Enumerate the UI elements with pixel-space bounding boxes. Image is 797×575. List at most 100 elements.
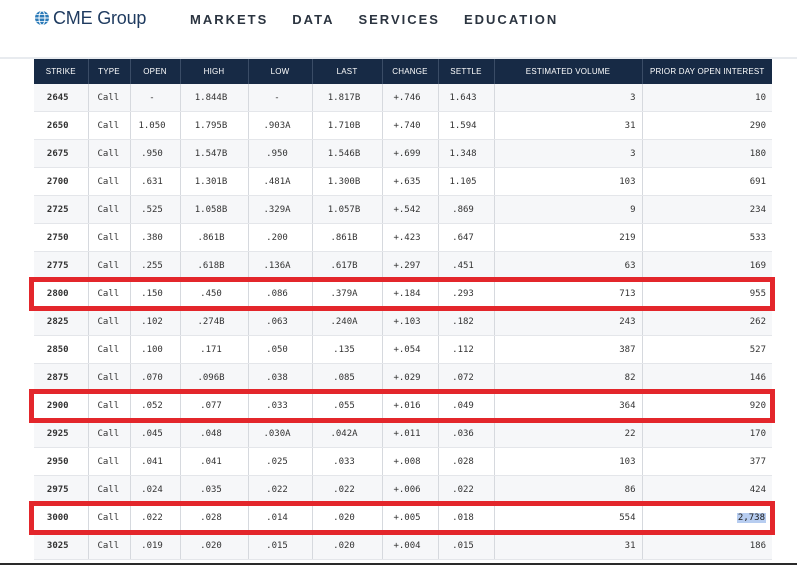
strike-cell: 2750 [34, 223, 88, 252]
open-interest-cell: 262 [641, 307, 772, 336]
change-cell: +.011 [381, 419, 438, 448]
volume-cell: 219 [493, 223, 642, 252]
col-settle[interactable]: SETTLE [437, 59, 494, 84]
col-estimated-volume[interactable]: ESTIMATED VOLUME [493, 59, 642, 84]
volume-cell: 22 [493, 419, 642, 448]
last-cell: .085 [311, 363, 382, 392]
strike-cell: 2700 [34, 167, 88, 196]
change-cell: +.740 [381, 111, 438, 140]
open-cell: .255 [129, 251, 180, 280]
open-interest-cell: 290 [641, 111, 772, 140]
last-cell: .042A [311, 419, 382, 448]
last-cell: .022 [311, 475, 382, 504]
strike-cell: 2825 [34, 307, 88, 336]
col-change[interactable]: CHANGE [381, 59, 438, 84]
open-cell: .024 [129, 475, 180, 504]
strike-cell: 2775 [34, 251, 88, 280]
col-last[interactable]: LAST [311, 59, 382, 84]
volume-cell: 103 [493, 447, 642, 476]
change-cell: +.016 [381, 391, 438, 420]
high-cell: .077 [179, 391, 248, 420]
strike-cell: 2675 [34, 139, 88, 168]
low-cell: - [247, 84, 312, 112]
table-row: 2900 Call .052.077.033.055 +.016.049 364 920 [34, 391, 772, 420]
settle-cell: .015 [437, 531, 494, 560]
last-cell: 1.710B [311, 111, 382, 140]
open-cell: .022 [129, 503, 180, 532]
last-cell: .033 [311, 447, 382, 476]
volume-cell: 364 [493, 391, 642, 420]
type-cell: Call [87, 391, 130, 420]
settle-cell: .647 [437, 223, 494, 252]
col-open[interactable]: OPEN [129, 59, 180, 84]
high-cell: 1.058B [179, 195, 248, 224]
last-cell: 1.057B [311, 195, 382, 224]
settle-cell: .451 [437, 251, 494, 280]
low-cell: .136A [247, 251, 312, 280]
nav-markets[interactable]: MARKETS [190, 12, 269, 27]
open-interest-cell: 170 [641, 419, 772, 448]
settle-cell: .036 [437, 419, 494, 448]
open-interest-cell: 424 [641, 475, 772, 504]
selected-text[interactable]: 2,738 [736, 512, 766, 523]
main-nav: MARKETS DATA SERVICES EDUCATION [190, 12, 582, 27]
high-cell: .096B [179, 363, 248, 392]
last-cell: .861B [311, 223, 382, 252]
high-cell: .020 [179, 531, 248, 560]
col-strike[interactable]: STRIKE [34, 59, 88, 84]
type-cell: Call [87, 223, 130, 252]
type-cell: Call [87, 279, 130, 308]
change-cell: +.184 [381, 279, 438, 308]
volume-cell: 31 [493, 531, 642, 560]
change-cell: +.008 [381, 447, 438, 476]
open-cell: .045 [129, 419, 180, 448]
low-cell: .030A [247, 419, 312, 448]
settle-cell: .049 [437, 391, 494, 420]
col-prior-day-open-interest[interactable]: PRIOR DAY OPEN INTEREST [641, 59, 772, 84]
col-high[interactable]: HIGH [179, 59, 248, 84]
volume-cell: 9 [493, 195, 642, 224]
strike-cell: 3000 [34, 503, 88, 532]
high-cell: 1.795B [179, 111, 248, 140]
strike-cell: 2975 [34, 475, 88, 504]
low-cell: .329A [247, 195, 312, 224]
col-low[interactable]: LOW [247, 59, 312, 84]
table-body: 2645 Call -1.844B -1.817B +.746 1.643 3 10 2650 C… [34, 84, 772, 560]
settle-cell: 1.348 [437, 139, 494, 168]
last-cell: 1.817B [311, 84, 382, 112]
nav-data[interactable]: DATA [292, 12, 335, 27]
last-cell: .055 [311, 391, 382, 420]
settle-cell: 1.105 [437, 167, 494, 196]
open-interest-cell: 146 [641, 363, 772, 392]
change-cell: +.029 [381, 363, 438, 392]
nav-education[interactable]: EDUCATION [463, 12, 559, 27]
type-cell: Call [87, 335, 130, 364]
high-cell: .861B [179, 223, 248, 252]
low-cell: .063 [247, 307, 312, 336]
volume-cell: 713 [493, 279, 642, 308]
change-cell: +.054 [381, 335, 438, 364]
low-cell: .014 [247, 503, 312, 532]
low-cell: .481A [247, 167, 312, 196]
settle-cell: .028 [437, 447, 494, 476]
low-cell: .903A [247, 111, 312, 140]
table-row: 2645 Call -1.844B -1.817B +.746 1.643 3 10 [34, 84, 772, 112]
high-cell: .048 [179, 419, 248, 448]
high-cell: 1.547B [179, 139, 248, 168]
col-type[interactable]: TYPE [87, 59, 130, 84]
settle-cell: .018 [437, 503, 494, 532]
strike-cell: 2850 [34, 335, 88, 364]
last-cell: .135 [311, 335, 382, 364]
change-cell: +.006 [381, 475, 438, 504]
table-row: 2675 Call .950 1.547B .950 1.546B +.699 1.348 3 1… [34, 139, 772, 168]
table-row: 2800 Call .150.450.086.379A +.184.293 713 955 [34, 279, 772, 308]
table-row: 2850 Call .100.171.050.135 +.054.112 387 527 [34, 335, 772, 364]
type-cell: Call [87, 503, 130, 532]
open-interest-cell: 527 [641, 335, 772, 364]
cme-logo[interactable]: CME Group [34, 8, 146, 28]
nav-services[interactable]: SERVICES [358, 12, 440, 27]
settle-cell: .072 [437, 363, 494, 392]
volume-cell: 3 [493, 84, 642, 112]
table-row: 2925 Call .045.048.030A .042A +.011.036 22 170 [34, 419, 772, 448]
volume-cell: 243 [493, 307, 642, 336]
